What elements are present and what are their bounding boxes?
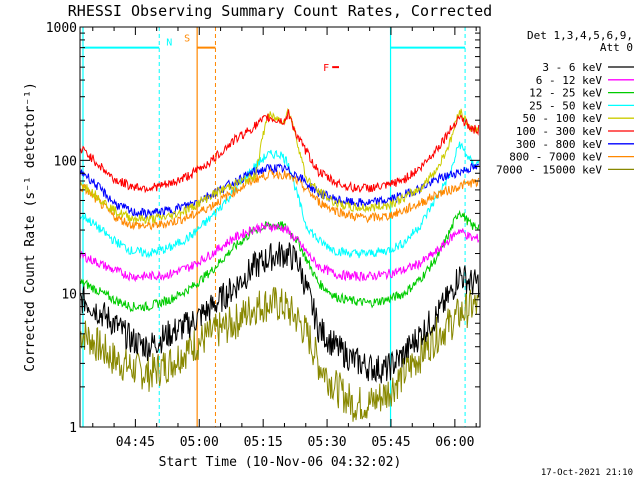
legend-label-12-25-kev: 12 - 25 keV (529, 87, 602, 100)
series-line-50-100-kev (79, 107, 479, 225)
x-tick-label-05-15: 05:15 (244, 435, 283, 450)
band-markers (82, 27, 466, 427)
x-tick-label-04-45: 04:45 (116, 435, 155, 450)
y-axis-label: Corrected Count Rate (s⁻¹ detector⁻¹) (23, 82, 38, 372)
annotation-layer: N S F (166, 34, 329, 74)
series-layer (79, 107, 480, 422)
series-line-7000-15000-kev (79, 286, 480, 422)
y-axis-ticks: 1 10 100 1000 (46, 21, 480, 436)
plot-frame (79, 26, 481, 428)
legend-label-50-100-kev: 50 - 100 keV (523, 112, 603, 125)
series-line-100-300-kev (79, 109, 480, 194)
series-line-25-50-kev (79, 141, 480, 259)
legend-header-line-1: Det 1,3,4,5,6,9, (527, 29, 633, 42)
annotation-f: F (323, 63, 329, 74)
legend-label-300-800-kev: 300 - 800 keV (516, 138, 602, 151)
legend-label-100-300-kev: 100 - 300 keV (516, 125, 602, 138)
series-line-3-6-kev (79, 241, 480, 384)
x-tick-label-06-00: 06:00 (435, 435, 474, 450)
generation-timestamp: 17-Oct-2021 21:10 (541, 468, 633, 478)
series-line-800-7000-kev (79, 167, 480, 231)
y-tick-label-1000: 1000 (46, 21, 77, 36)
x-tick-label-05-30: 05:30 (308, 435, 347, 450)
x-axis-label: Start Time (10-Nov-06 04:32:02) (159, 455, 402, 470)
legend-label-800-7000-kev: 800 - 7000 keV (509, 151, 602, 164)
legend-label-6-12-kev: 6 - 12 keV (536, 74, 603, 87)
legend-label-7000-15000-kev: 7000 - 15000 keV (496, 163, 602, 176)
annotation-n: N (166, 38, 172, 49)
legend-label-3-6-kev: 3 - 6 keV (542, 61, 602, 74)
series-line-12-25-kev (79, 209, 480, 313)
x-tick-label-05-45: 05:45 (371, 435, 410, 450)
annotation-s: S (184, 34, 190, 45)
x-axis-ticks: 04:45 05:00 05:15 05:30 05:45 06:00 (92, 27, 477, 450)
y-tick-label-1: 1 (69, 421, 77, 436)
y-tick-label-10: 10 (61, 288, 77, 303)
legend-header-line-2: Att 0 (600, 41, 633, 54)
series-line-6-12-kev (79, 221, 480, 283)
y-tick-label-100: 100 (54, 154, 77, 169)
chart-title: RHESSI Observing Summary Count Rates, Co… (68, 2, 492, 20)
x-tick-label-05-00: 05:00 (180, 435, 219, 450)
legend-label-25-50-kev: 25 - 50 keV (529, 99, 602, 112)
